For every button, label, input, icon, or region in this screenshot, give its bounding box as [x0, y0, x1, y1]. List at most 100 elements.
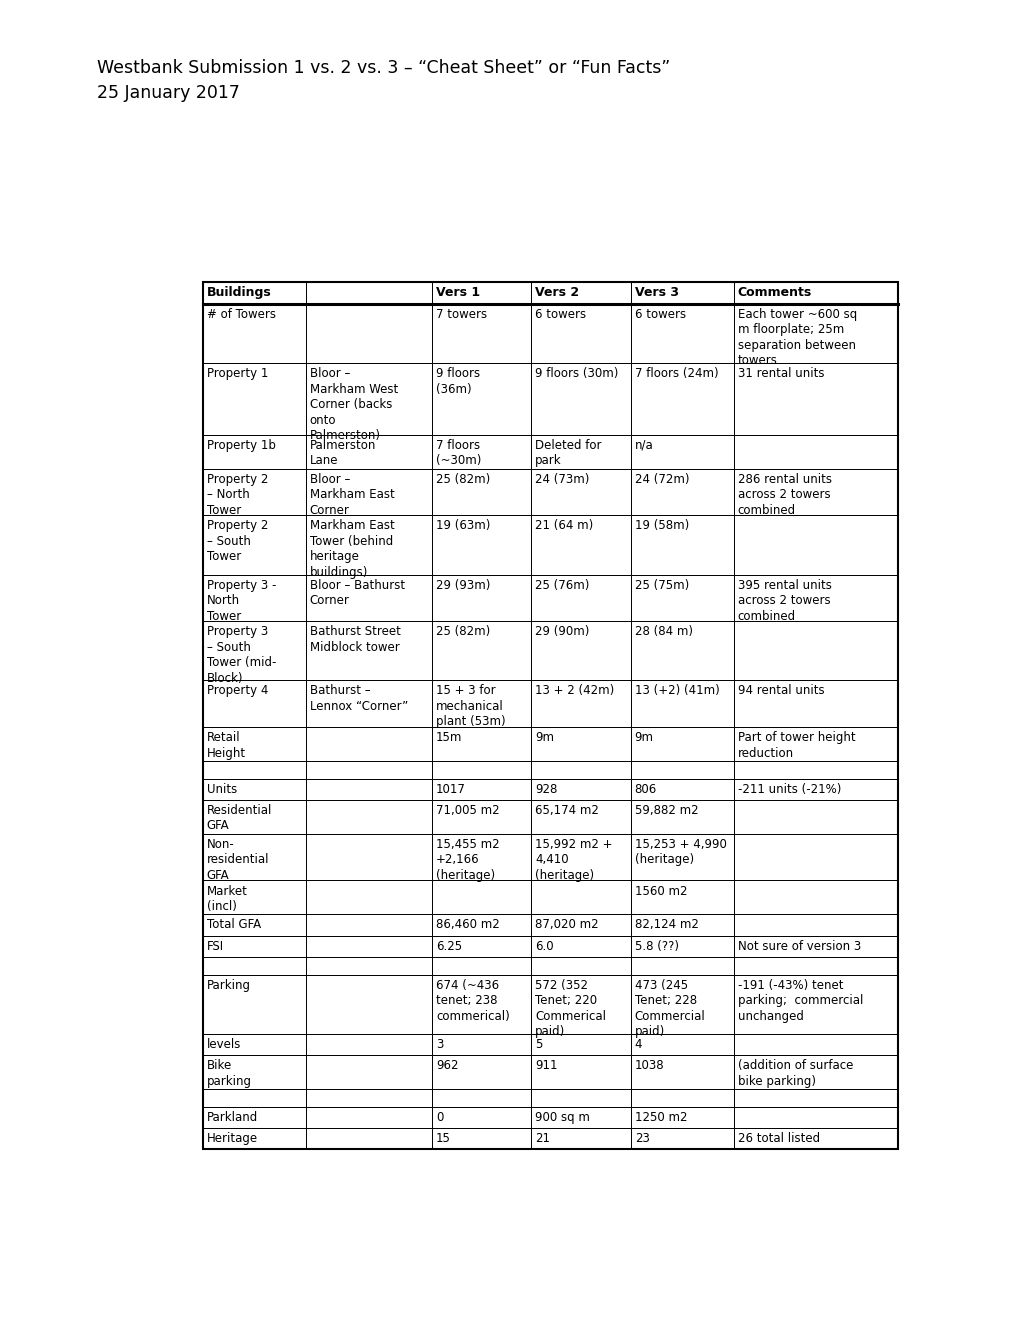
Bar — [431, 680, 531, 727]
Text: 7 floors
(~30m): 7 floors (~30m) — [435, 438, 481, 467]
Text: 6.25: 6.25 — [435, 940, 462, 953]
Bar — [306, 779, 431, 800]
Bar — [531, 574, 630, 622]
Bar — [630, 834, 733, 880]
Text: 15,992 m2 +
4,410
(heritage): 15,992 m2 + 4,410 (heritage) — [535, 838, 612, 882]
Bar — [630, 1055, 733, 1089]
Bar — [630, 1034, 733, 1055]
Text: 911: 911 — [535, 1059, 557, 1072]
Bar — [431, 800, 531, 834]
Bar — [733, 469, 898, 515]
Text: (addition of surface
bike parking): (addition of surface bike parking) — [737, 1059, 852, 1088]
Text: 1560 m2: 1560 m2 — [634, 884, 687, 898]
Text: Total GFA: Total GFA — [206, 919, 261, 932]
Bar — [203, 762, 306, 779]
Text: 9m: 9m — [535, 731, 553, 744]
Text: Property 3
– South
Tower (mid-
Block): Property 3 – South Tower (mid- Block) — [206, 626, 276, 685]
Bar — [733, 915, 898, 936]
Bar — [531, 304, 630, 363]
Bar — [630, 363, 733, 434]
Bar — [733, 1055, 898, 1089]
Bar — [630, 1129, 733, 1150]
Bar — [531, 515, 630, 574]
Text: 806: 806 — [634, 783, 656, 796]
Bar — [733, 515, 898, 574]
Bar — [203, 727, 306, 762]
Bar — [203, 469, 306, 515]
Bar — [630, 915, 733, 936]
Bar — [531, 762, 630, 779]
Bar — [733, 282, 898, 304]
Text: 1250 m2: 1250 m2 — [634, 1110, 687, 1123]
Bar — [203, 1106, 306, 1129]
Bar — [733, 957, 898, 974]
Bar — [630, 762, 733, 779]
Bar — [733, 1106, 898, 1129]
Text: 21: 21 — [535, 1133, 549, 1146]
Text: 15m: 15m — [435, 731, 462, 744]
Bar — [431, 574, 531, 622]
Bar — [306, 834, 431, 880]
Bar — [431, 936, 531, 957]
Text: 1017: 1017 — [435, 783, 466, 796]
Bar — [630, 800, 733, 834]
Bar — [630, 282, 733, 304]
Bar — [431, 515, 531, 574]
Text: Property 2
– South
Tower: Property 2 – South Tower — [206, 520, 268, 564]
Text: Bloor – Bathurst
Corner: Bloor – Bathurst Corner — [310, 578, 405, 607]
Text: Buildings: Buildings — [206, 286, 271, 300]
Text: 15 + 3 for
mechanical
plant (53m): 15 + 3 for mechanical plant (53m) — [435, 685, 505, 729]
Bar — [306, 1089, 431, 1106]
Text: 900 sq m: 900 sq m — [535, 1110, 590, 1123]
Bar — [531, 957, 630, 974]
Bar — [733, 574, 898, 622]
Text: 19 (63m): 19 (63m) — [435, 520, 490, 532]
Text: 3: 3 — [435, 1038, 443, 1051]
Bar — [733, 834, 898, 880]
Bar — [203, 1055, 306, 1089]
Bar — [531, 1089, 630, 1106]
Text: 94 rental units: 94 rental units — [737, 685, 823, 697]
Bar — [203, 574, 306, 622]
Bar — [531, 915, 630, 936]
Text: 19 (58m): 19 (58m) — [634, 520, 688, 532]
Bar — [431, 880, 531, 915]
Text: 6 towers: 6 towers — [535, 308, 586, 321]
Text: Parkland: Parkland — [206, 1110, 258, 1123]
Bar — [630, 880, 733, 915]
Bar — [203, 282, 306, 304]
Text: 29 (90m): 29 (90m) — [535, 626, 589, 639]
Bar — [630, 1089, 733, 1106]
Text: Property 2
– North
Tower: Property 2 – North Tower — [206, 473, 268, 517]
Text: Bike
parking: Bike parking — [206, 1059, 252, 1088]
Text: 5: 5 — [535, 1038, 542, 1051]
Bar — [306, 282, 431, 304]
Bar — [306, 974, 431, 1034]
Bar — [203, 1129, 306, 1150]
Bar — [531, 363, 630, 434]
Bar — [306, 915, 431, 936]
Bar — [531, 936, 630, 957]
Bar — [630, 1106, 733, 1129]
Text: Not sure of version 3: Not sure of version 3 — [737, 940, 860, 953]
Bar — [531, 974, 630, 1034]
Bar — [203, 1034, 306, 1055]
Text: 572 (352
Tenet; 220
Commerical
paid): 572 (352 Tenet; 220 Commerical paid) — [535, 978, 605, 1039]
Text: Each tower ~600 sq
m floorplate; 25m
separation between
towers: Each tower ~600 sq m floorplate; 25m sep… — [737, 308, 856, 367]
Text: Comments: Comments — [737, 286, 811, 300]
Text: 0: 0 — [435, 1110, 443, 1123]
Text: Palmerston
Lane: Palmerston Lane — [310, 438, 376, 467]
Text: Vers 2: Vers 2 — [535, 286, 579, 300]
Bar — [630, 469, 733, 515]
Bar — [306, 1129, 431, 1150]
Bar — [733, 434, 898, 469]
Text: levels: levels — [206, 1038, 240, 1051]
Bar — [431, 304, 531, 363]
Text: 674 (~436
tenet; 238
commerical): 674 (~436 tenet; 238 commerical) — [435, 978, 510, 1023]
Bar — [630, 515, 733, 574]
Bar — [531, 434, 630, 469]
Text: Part of tower height
reduction: Part of tower height reduction — [737, 731, 855, 759]
Bar — [431, 779, 531, 800]
Text: Bloor –
Markham West
Corner (backs
onto
Palmerston): Bloor – Markham West Corner (backs onto … — [310, 367, 397, 442]
Bar — [203, 974, 306, 1034]
